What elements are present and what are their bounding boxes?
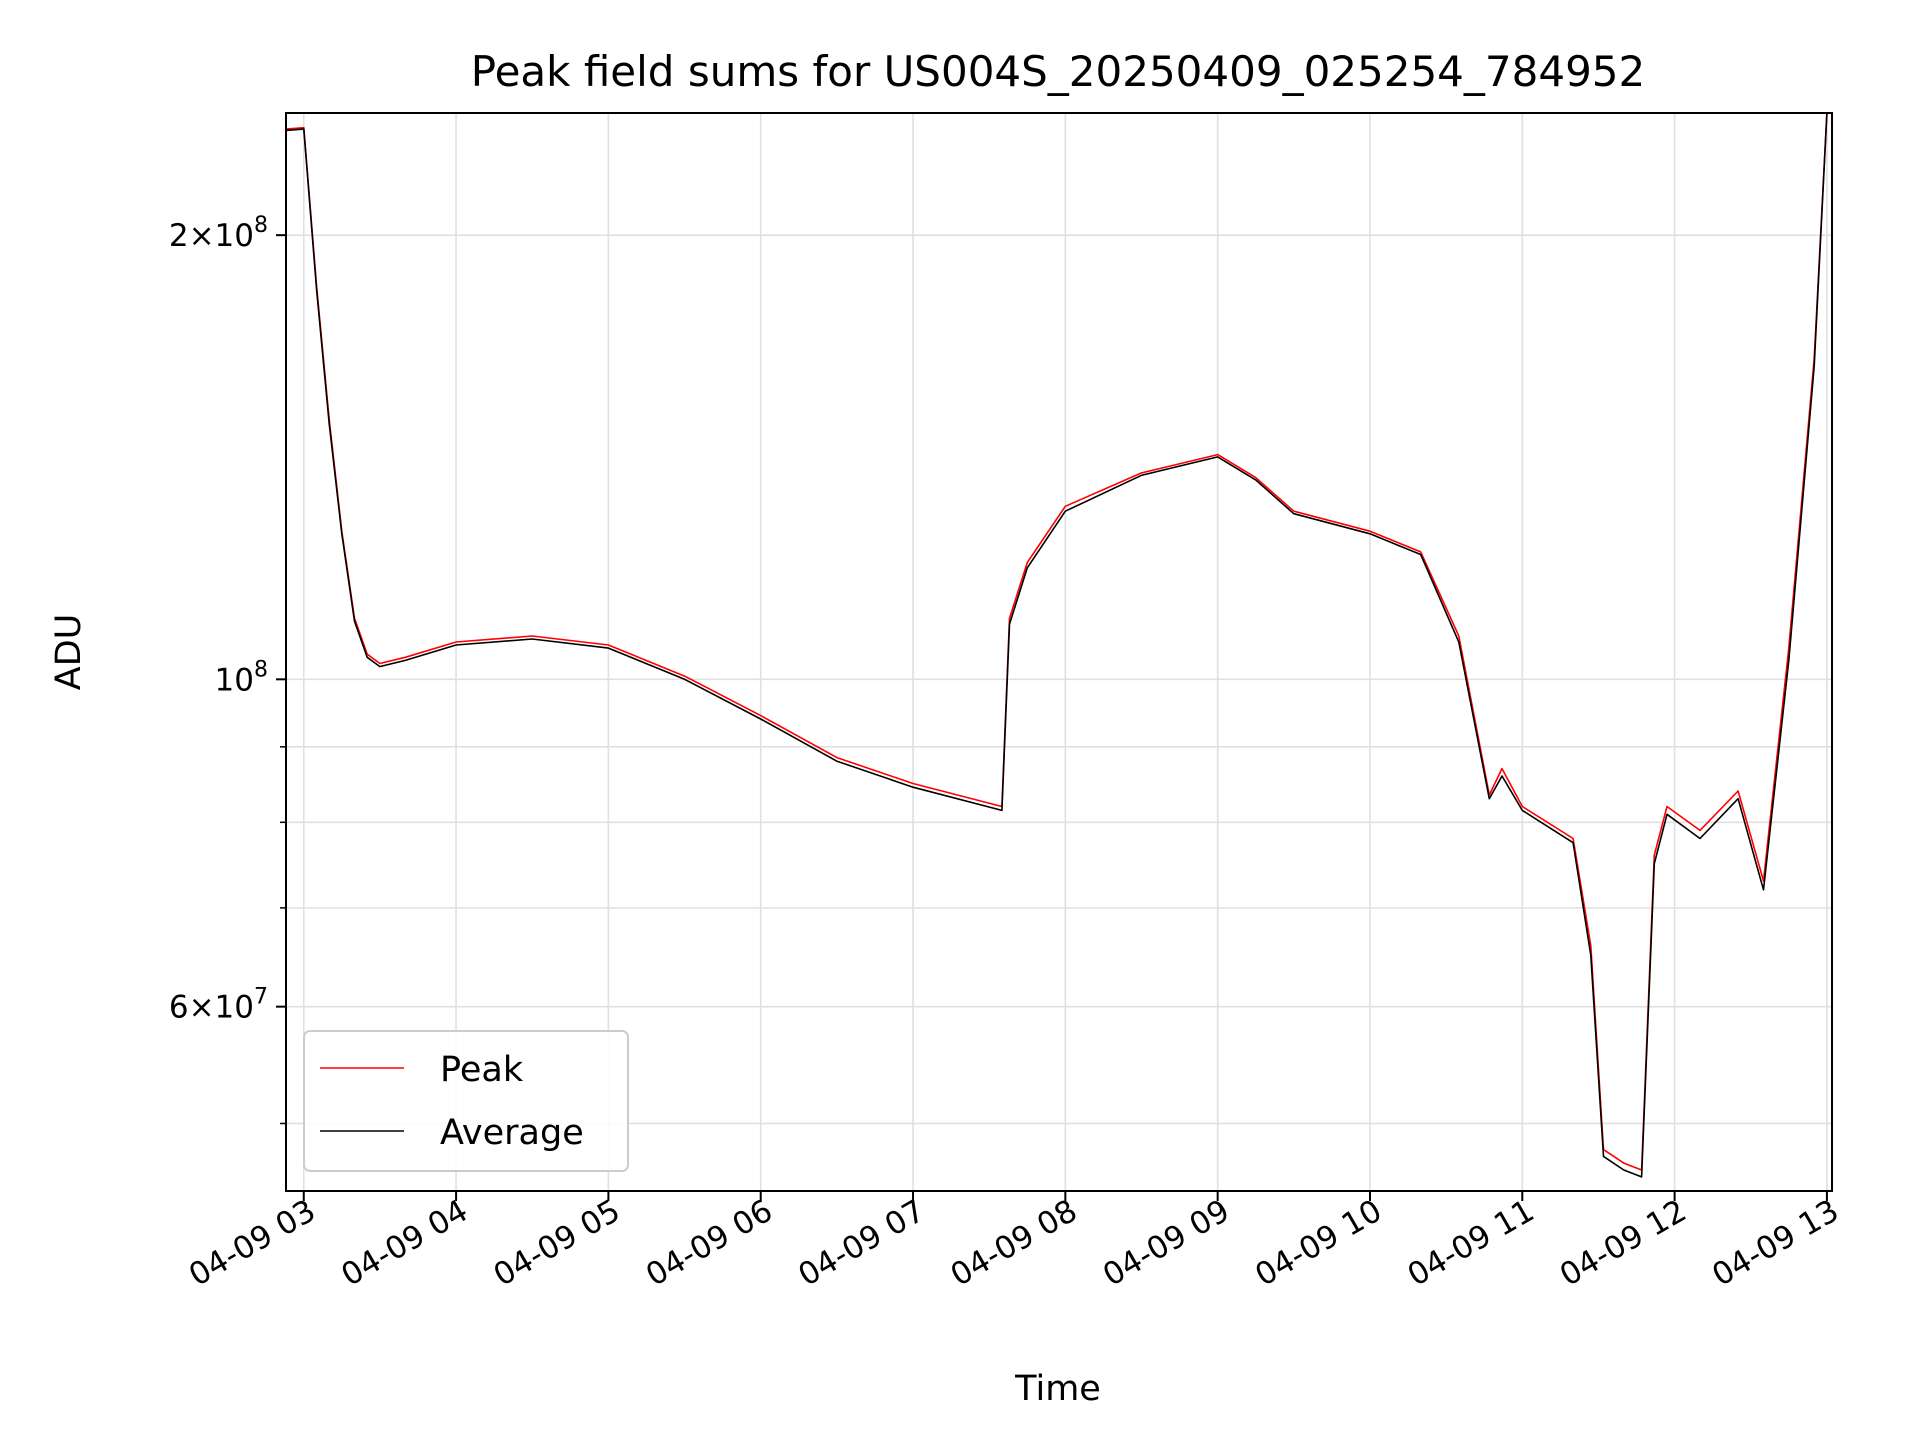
y-tick-label: 6×107 (169, 985, 268, 1026)
y-tick-times: × (189, 218, 215, 254)
y-tick-mantissa: 2 (169, 218, 189, 254)
grid-lines (286, 113, 1832, 1191)
plot-area (286, 113, 1828, 1178)
y-axis-title: ADU (49, 614, 89, 691)
y-tick-times: × (189, 990, 215, 1026)
series-line-average (286, 113, 1828, 1178)
y-tick-exponent: 8 (254, 213, 268, 238)
y-tick-base: 10 (215, 662, 254, 698)
y-tick-label: 2×108 (169, 213, 268, 254)
legend-label-peak: Peak (440, 1050, 524, 1090)
y-tick-exponent: 8 (254, 657, 268, 682)
y-tick-mantissa: 6 (169, 990, 189, 1026)
y-tick-label: 108 (215, 657, 268, 698)
series-line-peak (286, 113, 1828, 1171)
y-tick-base: 10 (215, 218, 254, 254)
series-layer (286, 113, 1828, 1178)
legend: Peak Average (303, 1030, 629, 1172)
chart-title: Peak field sums for US004S_20250409_0252… (471, 47, 1645, 96)
x-axis-title: Time (1014, 1369, 1101, 1409)
y-tick-exponent: 7 (254, 985, 268, 1010)
legend-box (303, 1030, 629, 1172)
plot-frame (285, 112, 1833, 1192)
legend-label-average: Average (440, 1113, 584, 1153)
y-tick-base: 10 (215, 990, 254, 1026)
